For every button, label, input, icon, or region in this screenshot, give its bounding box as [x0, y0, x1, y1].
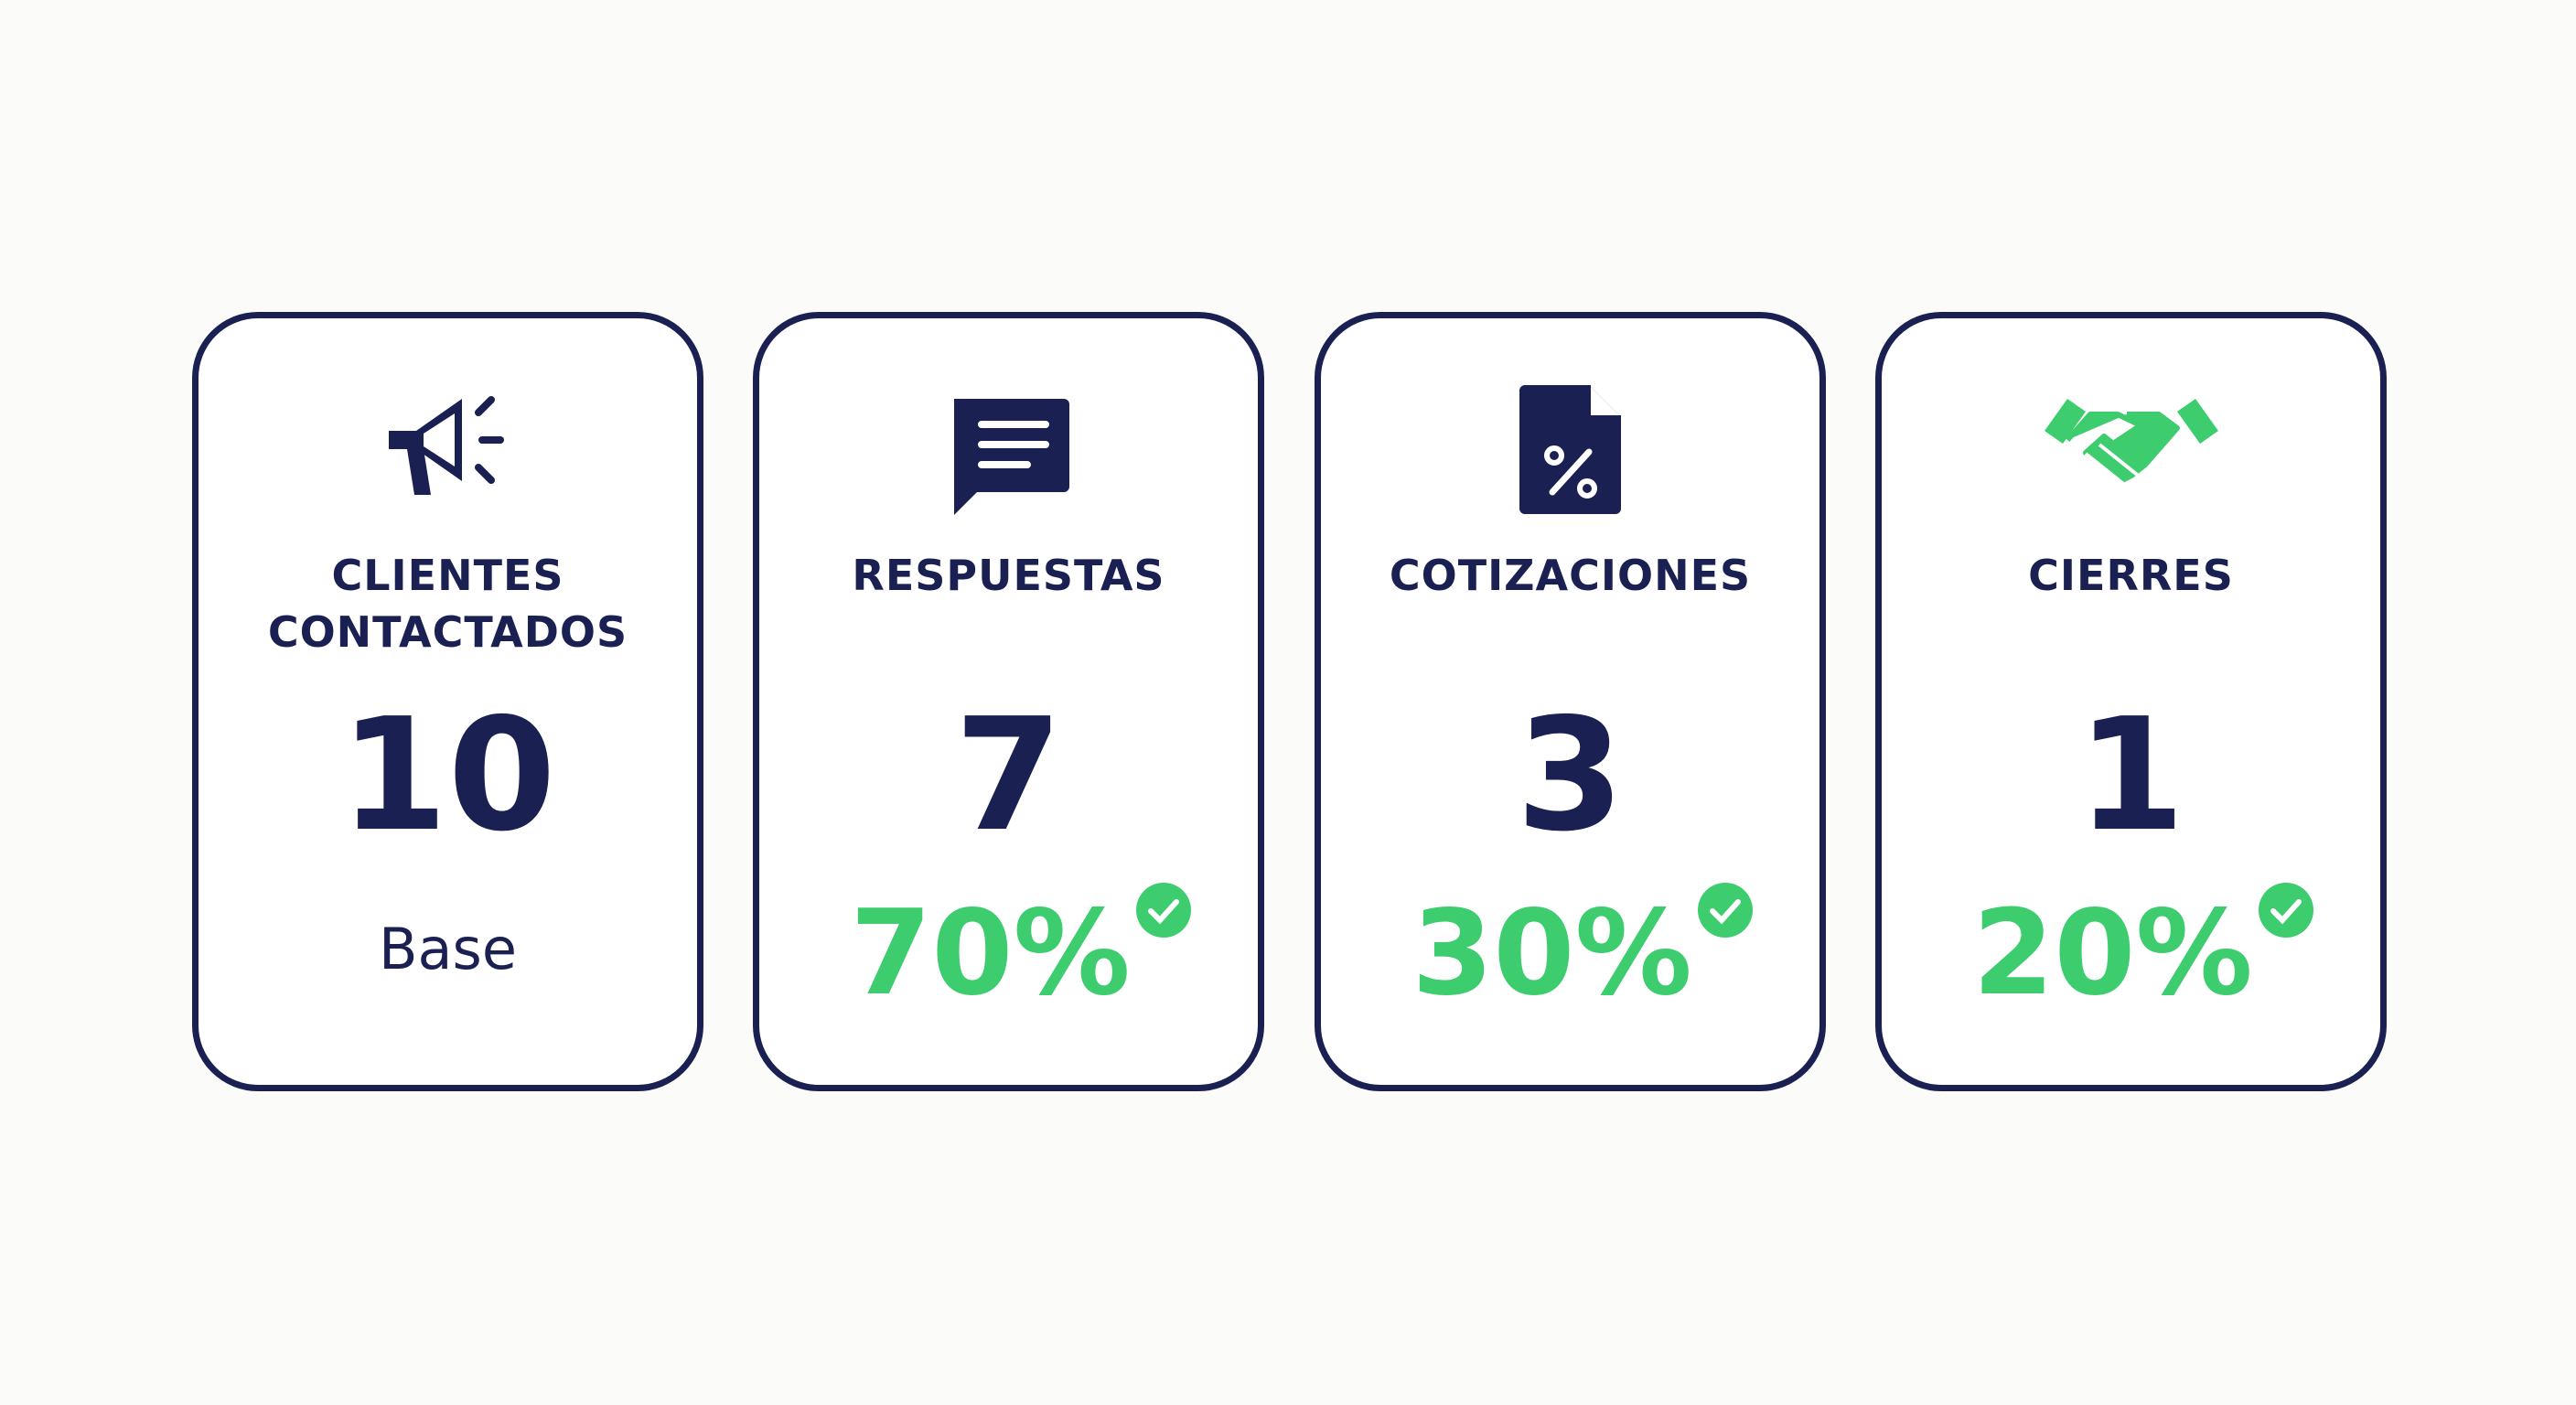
kpi-card: COTIZACIONES 3 30%: [1315, 312, 1826, 1091]
card-value: 10: [339, 685, 556, 866]
card-title: CIERRES: [2028, 551, 2234, 600]
card-value: 1: [2077, 685, 2185, 866]
card-value: 3: [1516, 685, 1625, 866]
chat-icon: [953, 399, 1069, 515]
document-icon: [1519, 385, 1621, 514]
kpi-card: CIERRES 1 20%: [1875, 312, 2387, 1091]
card-title: CLIENTES CONTACTADOS: [267, 551, 628, 657]
card-rate: 70%: [850, 885, 1131, 1022]
card-title: COTIZACIONES: [1389, 551, 1752, 600]
card-title: RESPUESTAS: [852, 551, 1165, 600]
check-icon: [1136, 883, 1191, 938]
card-rate: 30%: [1411, 885, 1692, 1022]
kpi-card: RESPUESTAS 7 70%: [753, 312, 1264, 1091]
megaphone-icon: [388, 396, 504, 495]
card-note: Base: [379, 916, 517, 982]
check-icon: [1698, 883, 1753, 938]
check-icon: [2259, 883, 2313, 938]
handshake-icon: [2044, 399, 2218, 488]
kpi-card: CLIENTES CONTACTADOS 10 Base: [192, 312, 703, 1091]
card-rate: 20%: [1972, 885, 2253, 1022]
card-value: 7: [954, 685, 1063, 866]
